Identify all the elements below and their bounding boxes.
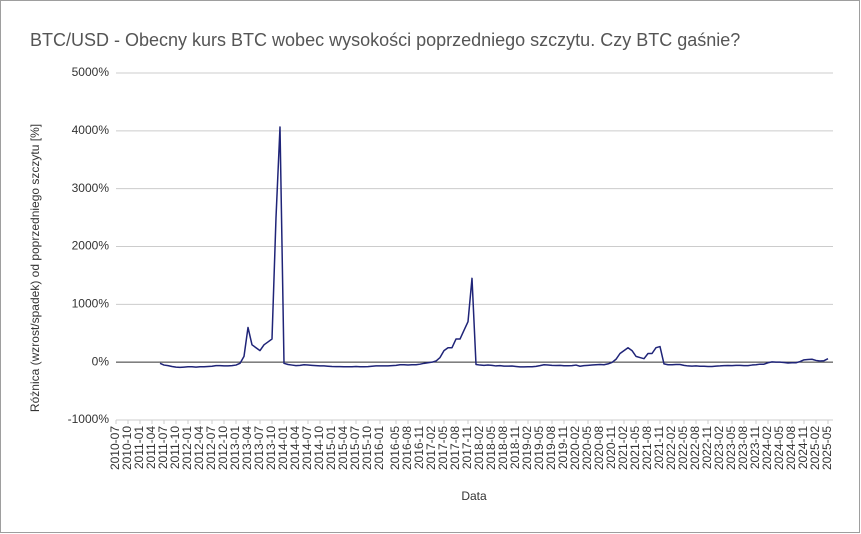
x-tick-label: 2012-04 (192, 426, 206, 470)
y-tick-label: 5000% (72, 65, 110, 79)
x-tick-label: 2010-10 (120, 426, 134, 470)
x-tick-label: 2020-11 (604, 426, 618, 469)
x-tick-label: 2017-08 (448, 426, 462, 470)
x-tick-label: 2016-05 (388, 426, 402, 470)
x-tick-label: 2017-02 (424, 426, 438, 470)
x-tick-label: 2015-10 (360, 426, 374, 470)
x-tick-label: 2012-07 (204, 426, 218, 470)
x-tick-label: 2023-02 (712, 426, 726, 470)
x-tick-label: 2018-02 (472, 426, 486, 470)
x-tick-label: 2011-01 (132, 426, 146, 469)
x-tick-label: 2023-08 (736, 426, 750, 470)
x-tick-label: 2024-11 (796, 426, 810, 469)
y-tick-label: 0% (92, 354, 110, 368)
y-tick-label: 3000% (72, 181, 110, 195)
x-tick-label: 2016-08 (400, 426, 414, 470)
x-tick-label: 2025-02 (808, 426, 822, 470)
x-tick-label: 2020-05 (580, 426, 594, 470)
x-tick-label: 2015-07 (348, 426, 362, 470)
x-tick-label: 2021-08 (640, 426, 654, 470)
x-tick-label: 2012-10 (216, 426, 230, 470)
x-tick-label: 2015-01 (324, 426, 338, 470)
y-tick-label: 1000% (72, 297, 110, 311)
x-tick-label: 2022-11 (700, 426, 714, 469)
y-tick-label: 4000% (72, 123, 110, 137)
x-tick-label: 2013-07 (252, 426, 266, 470)
x-tick-label: 2020-08 (592, 426, 606, 470)
x-tick-label: 2014-07 (300, 426, 314, 470)
x-tick-label: 2014-04 (288, 426, 302, 470)
x-tick-label: 2019-05 (532, 426, 546, 470)
y-tick-label: 2000% (72, 239, 110, 253)
x-tick-label: 2019-08 (544, 426, 558, 470)
x-tick-label: 2023-11 (748, 426, 762, 469)
x-tick-label: 2018-11 (508, 426, 522, 469)
chart-title: BTC/USD - Obecny kurs BTC wobec wysokośc… (30, 30, 740, 50)
x-tick-label: 2012-01 (180, 426, 194, 470)
x-tick-label: 2022-05 (676, 426, 690, 470)
data-line (159, 126, 829, 369)
x-tick-label: 2019-02 (520, 426, 534, 470)
y-axis-label: Różnica (wzrost/spadek) od poprzedniego … (28, 124, 42, 412)
x-tick-label: 2021-05 (628, 426, 642, 470)
x-tick-label: 2017-11 (460, 426, 474, 469)
x-tick-label: 2016-11 (412, 426, 426, 469)
x-tick-label: 2011-07 (156, 426, 170, 469)
x-tick-label: 2024-02 (760, 426, 774, 470)
x-tick-label: 2025-05 (820, 426, 834, 470)
x-tick-label: 2018-05 (484, 426, 498, 470)
x-tick-label: 2011-04 (144, 426, 158, 469)
x-tick-label: 2016-01 (372, 426, 386, 470)
x-tick-label: 2021-11 (652, 426, 666, 469)
x-tick-label: 2022-02 (664, 426, 678, 470)
x-tick-label: 2021-02 (616, 426, 630, 470)
x-tick-label: 2010-07 (108, 426, 122, 470)
x-tick-label: 2014-10 (312, 426, 326, 470)
x-tick-label: 2015-04 (336, 426, 350, 470)
x-tick-label: 2017-05 (436, 426, 450, 470)
x-tick-label: 2014-01 (276, 426, 290, 470)
x-tick-label: 2022-08 (688, 426, 702, 470)
x-tick-label: 2013-10 (264, 426, 278, 470)
x-tick-label: 2011-10 (168, 426, 182, 469)
x-tick-label: 2018-08 (496, 426, 510, 470)
x-axis-label: Data (461, 489, 487, 503)
x-tick-label: 2024-08 (784, 426, 798, 470)
x-tick-label: 2020-02 (568, 426, 582, 470)
x-tick-label: 2019-11 (556, 426, 570, 469)
x-tick-label: 2023-05 (724, 426, 738, 470)
x-tick-label: 2024-05 (772, 426, 786, 470)
y-tick-label: -1000% (68, 412, 110, 426)
x-tick-label: 2013-04 (240, 426, 254, 470)
x-tick-label: 2013-01 (228, 426, 242, 470)
